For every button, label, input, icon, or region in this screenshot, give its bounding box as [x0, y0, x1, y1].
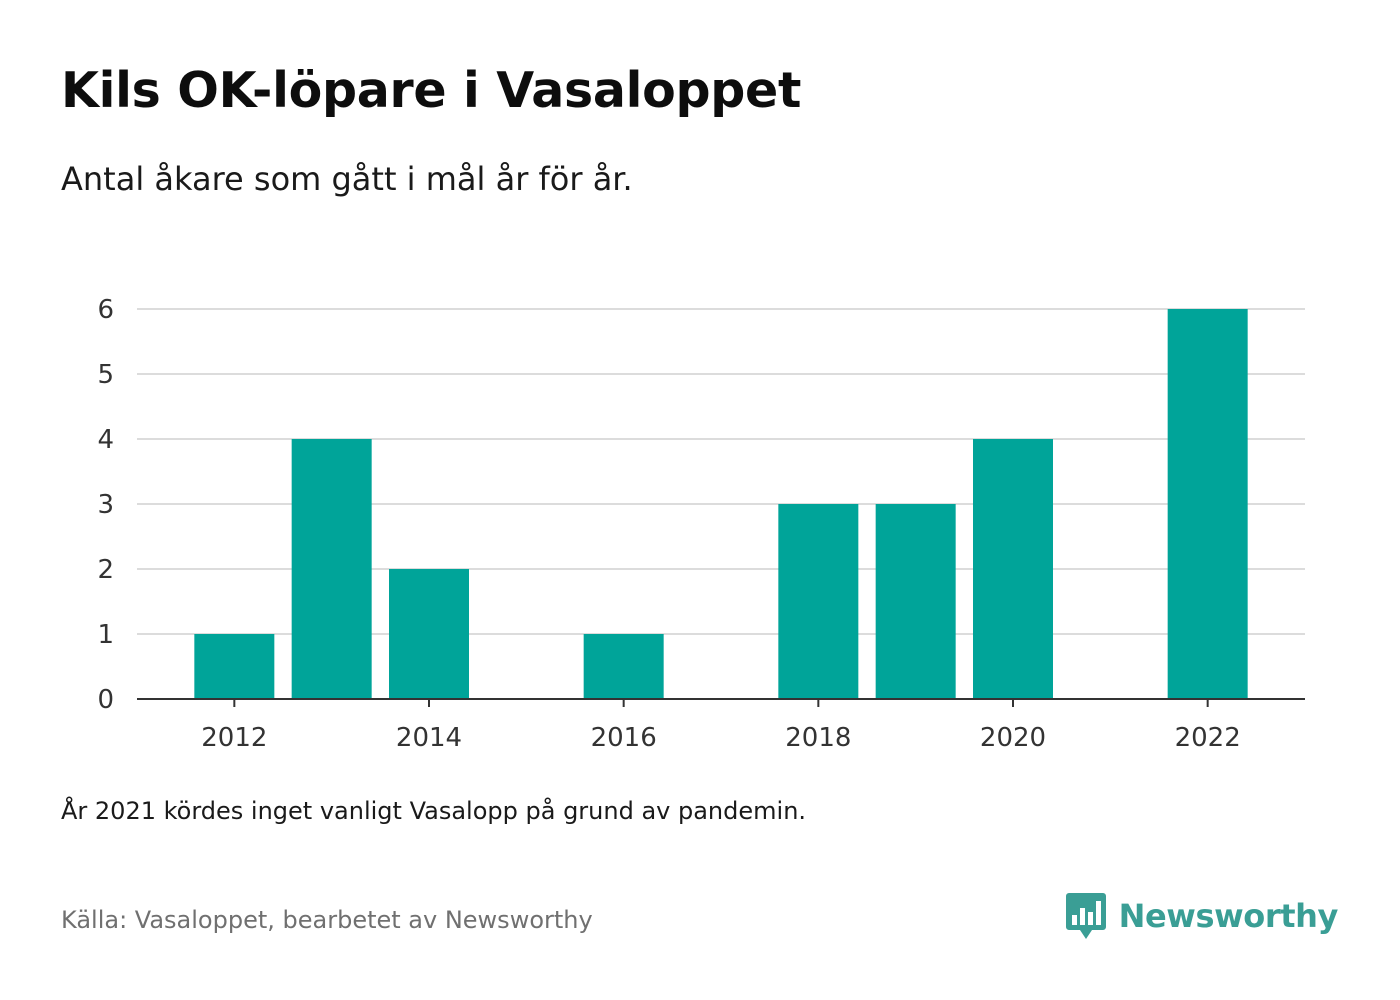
x-tick-label: 2018	[785, 723, 851, 753]
bars	[194, 309, 1248, 699]
bar-2019	[875, 504, 956, 699]
chart-title: Kils OK-löpare i Vasaloppet	[61, 62, 802, 119]
y-tick-label: 4	[97, 425, 114, 455]
newsworthy-logo-text: Newsworthy	[1118, 897, 1339, 935]
bar-2016	[583, 634, 664, 699]
bar-2020	[973, 439, 1053, 699]
newsworthy-logo: Newsworthy	[1065, 888, 1338, 944]
y-tick-label: 2	[97, 555, 114, 585]
x-tick-label: 2012	[201, 723, 267, 753]
bar-2018	[778, 504, 859, 699]
bar-2013	[291, 439, 372, 699]
x-tick-label: 2016	[591, 723, 657, 753]
bar-2022	[1167, 309, 1248, 699]
bar-2014	[389, 569, 469, 699]
chart-subtitle: Antal åkare som gått i mål år för år.	[61, 160, 633, 198]
bar-chart: 0 1 2 3 4 5 6 2012 2014 2016 2018 2020 2022	[97, 295, 1305, 753]
axes: 0 1 2 3 4 5 6 2012 2014 2016 2018 2020 2022	[97, 295, 1305, 753]
x-tick-label: 2022	[1175, 723, 1241, 753]
newsworthy-logo-icon	[1065, 893, 1106, 939]
chart-note: År 2021 kördes inget vanligt Vasalopp på…	[61, 797, 807, 825]
x-tick-label: 2020	[980, 723, 1046, 753]
y-tick-label: 3	[97, 490, 114, 520]
y-tick-label: 1	[97, 620, 114, 650]
bar-2012	[194, 634, 275, 699]
y-tick-label: 6	[97, 295, 114, 325]
source-text: Källa: Vasaloppet, bearbetet av Newswort…	[61, 906, 593, 934]
y-tick-label: 0	[97, 685, 114, 715]
y-tick-label: 5	[97, 360, 114, 390]
x-tick-label: 2014	[396, 723, 462, 753]
